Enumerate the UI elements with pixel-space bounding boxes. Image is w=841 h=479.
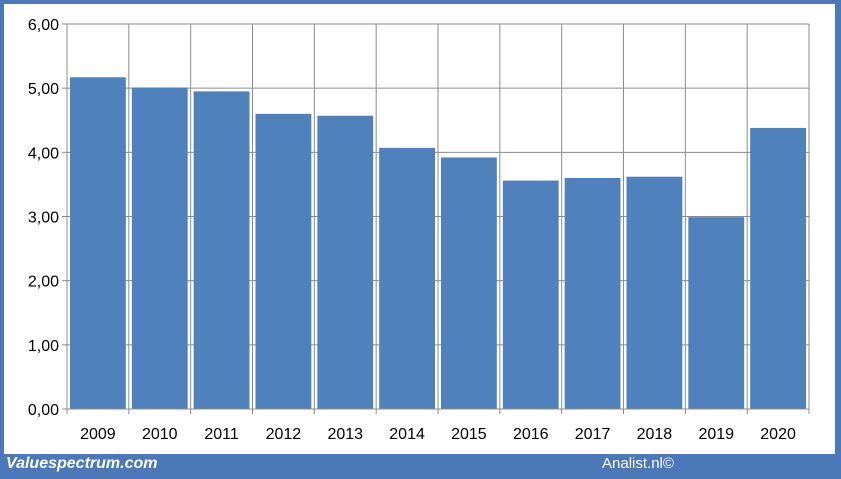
bar-2017 [564, 178, 621, 409]
bar-2014 [379, 147, 435, 409]
y-tick-label: 3,00 [28, 210, 59, 227]
x-tick-label: 2016 [513, 426, 549, 443]
bar-2016 [502, 180, 559, 409]
y-tick-label: 5,00 [28, 81, 59, 98]
x-tick-label: 2020 [760, 426, 796, 443]
y-tick-label: 6,00 [28, 17, 59, 34]
bar-2009 [70, 77, 126, 409]
bar-2011 [193, 91, 250, 409]
y-tick-label: 4,00 [28, 145, 59, 162]
bar-2020 [750, 127, 806, 409]
bar-2010 [131, 87, 188, 410]
bar-2012 [255, 113, 312, 409]
footer-source-right: Analist.nl© [602, 455, 674, 472]
y-tick-label: 0,00 [28, 402, 59, 419]
x-tick-label: 2014 [389, 426, 425, 443]
bar-2018 [626, 176, 683, 409]
y-tick-label: 1,00 [28, 338, 59, 355]
x-tick-label: 2013 [327, 426, 363, 443]
x-tick-label: 2009 [80, 426, 116, 443]
x-tick-label: 2012 [266, 426, 302, 443]
bar-chart: 0,00 1,00 2,00 3,00 4,00 5,00 6,00 2009 2010 2011… [28, 17, 810, 443]
bar-2015 [441, 157, 497, 409]
x-tick-label: 2017 [575, 426, 611, 443]
chart-panel: 0,00 1,00 2,00 3,00 4,00 5,00 6,00 2009 2010 2011… [4, 4, 835, 454]
x-tick-label: 2011 [204, 426, 239, 443]
bar-2019 [688, 217, 745, 409]
bar-2013 [317, 115, 374, 409]
x-tick-label: 2019 [698, 426, 734, 443]
x-tick-label: 2015 [451, 426, 487, 443]
y-tick-label: 2,00 [28, 274, 59, 291]
footer-source-left: Valuespectrum.com [6, 455, 158, 472]
x-tick-label: 2018 [637, 426, 673, 443]
x-tick-label: 2010 [142, 426, 178, 443]
